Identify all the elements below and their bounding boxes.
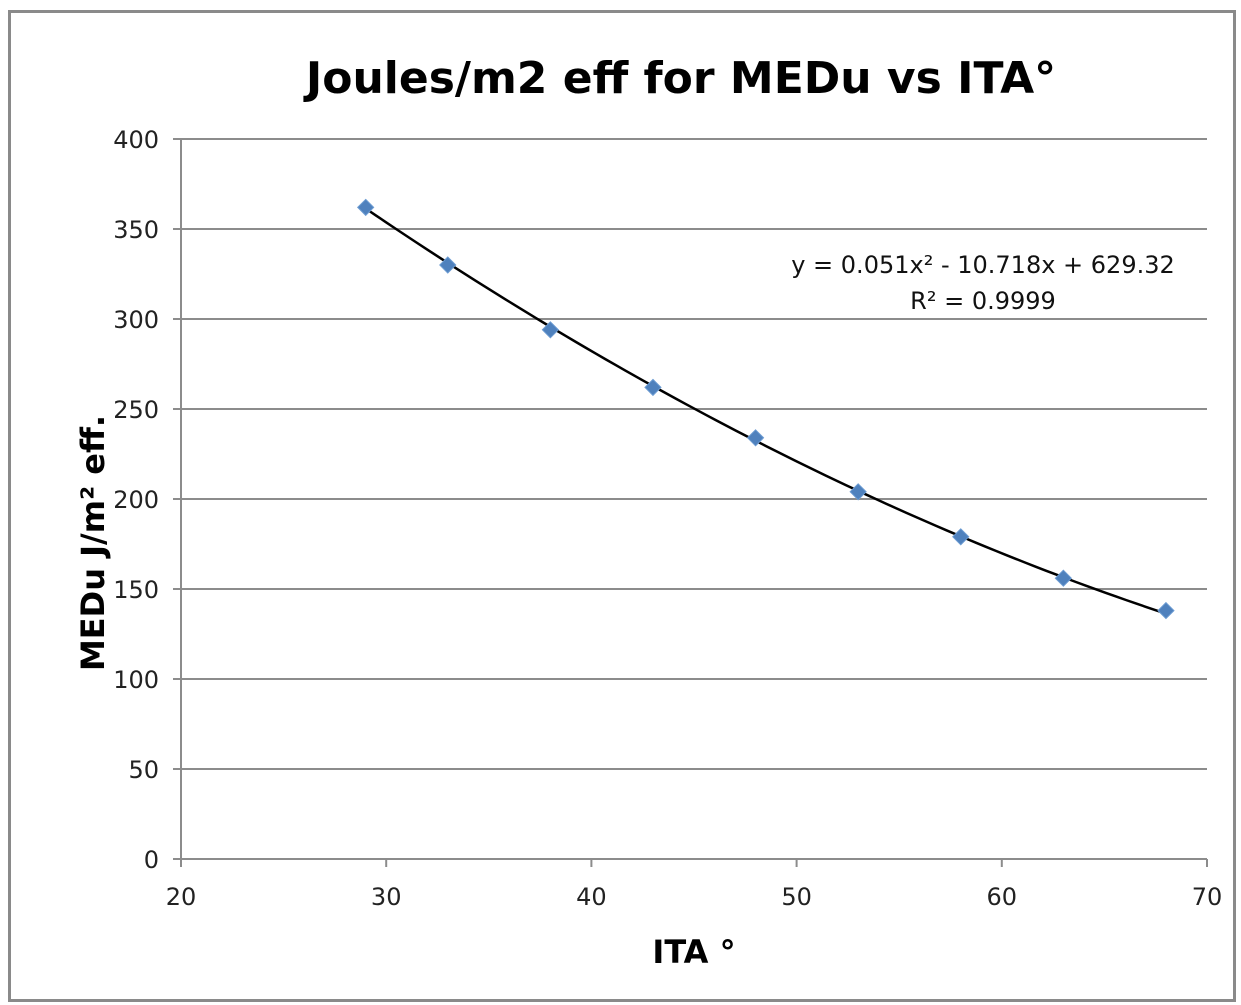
data-point: [1157, 601, 1175, 620]
data-point: [849, 483, 867, 501]
r-squared-label: R² = 0.9999: [910, 287, 1056, 315]
y-tick-label: 200: [113, 486, 159, 514]
trendline-equation: y = 0.051x² - 10.718x + 629.32: [791, 251, 1175, 279]
x-tick-label: 50: [781, 883, 812, 911]
x-tick-label: 60: [987, 883, 1018, 911]
data-point: [541, 321, 560, 339]
y-tick-label: 50: [128, 756, 159, 784]
trendline: [364, 207, 1167, 615]
y-axis-title: MEDu J/m² eff.: [74, 415, 112, 671]
scatter-chart: Joules/m2 eff for MEDu vs ITA° 0 50 100 150…: [74, 53, 1223, 971]
x-tick-label: 20: [166, 883, 197, 911]
x-tick-label: 30: [371, 883, 402, 911]
data-point: [644, 378, 662, 397]
x-tick-labels: 20 30 40 50 60 70: [166, 883, 1223, 911]
x-axis-title: ITA °: [652, 933, 735, 971]
data-point: [356, 198, 375, 217]
axes: [173, 138, 1208, 867]
data-point: [952, 528, 970, 546]
chart-frame: Joules/m2 eff for MEDu vs ITA° 0 50 100 150…: [8, 10, 1236, 1002]
data-points: [356, 198, 1175, 620]
x-tick-label: 40: [576, 883, 607, 911]
y-tick-label: 300: [113, 306, 159, 334]
y-tick-labels: 0 50 100 150 200 250 300 350 400: [113, 126, 159, 874]
y-tick-label: 250: [113, 396, 159, 424]
data-point: [746, 429, 765, 447]
y-tick-label: 150: [113, 576, 159, 604]
y-tick-label: 0: [144, 846, 159, 874]
data-point: [1054, 569, 1073, 587]
chart-title: Joules/m2 eff for MEDu vs ITA°: [303, 53, 1056, 104]
y-tick-label: 350: [113, 216, 159, 244]
y-tick-label: 100: [113, 666, 159, 694]
x-tick-label: 70: [1192, 883, 1223, 911]
gridlines: [181, 138, 1207, 770]
data-point: [439, 256, 457, 274]
y-tick-label: 400: [113, 126, 159, 154]
